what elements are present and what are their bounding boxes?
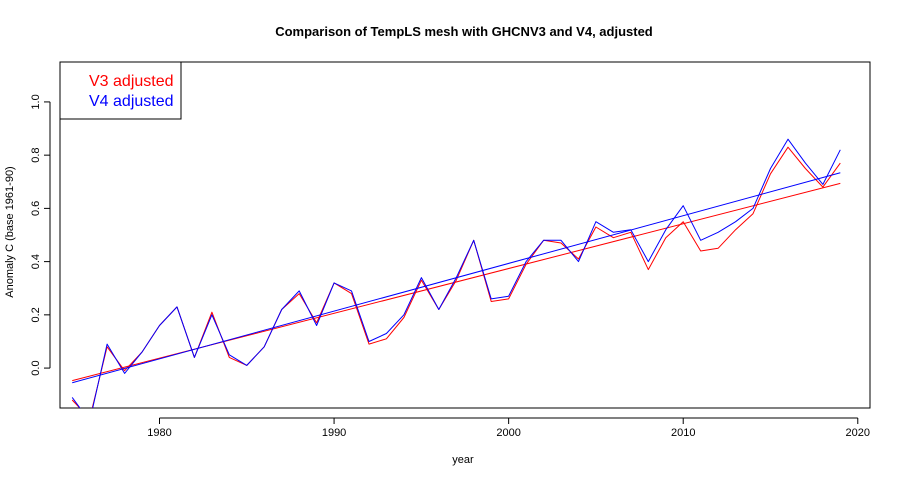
trend-line-1 [72, 172, 841, 384]
plot-frame [59, 61, 871, 409]
series-line-0 [71, 146, 841, 408]
x-tick-label: 2010 [671, 427, 695, 439]
legend-entry-v3: V3 adjusted [89, 73, 174, 90]
y-tick-label: 0.2 [30, 307, 42, 322]
legend: V3 adjusted V4 adjusted [59, 61, 182, 120]
y-tick-label: 0.8 [30, 148, 42, 163]
y-axis: 0.0 0.2 0.4 0.6 0.8 1.0 [30, 94, 51, 376]
chart-title: Comparison of TempLS mesh with GHCNV3 an… [275, 24, 653, 39]
x-tick-label: 1980 [147, 427, 171, 439]
y-tick-label: 0.6 [30, 201, 42, 216]
x-tick-label: 2020 [846, 427, 870, 439]
y-tick-label: 0.0 [30, 360, 42, 375]
x-axis: 1980 1990 2000 2010 2020 [147, 417, 870, 439]
series-layer [71, 138, 841, 408]
x-tick-label: 2000 [496, 427, 520, 439]
y-tick-label: 1.0 [30, 94, 42, 109]
x-axis-label: year [452, 454, 474, 466]
y-tick-label: 0.4 [30, 254, 42, 269]
legend-box [59, 61, 182, 120]
x-tick-label: 1990 [322, 427, 346, 439]
y-axis-label: Anomaly C (base 1961-90) [4, 166, 16, 297]
legend-entry-v4: V4 adjusted [89, 93, 174, 110]
